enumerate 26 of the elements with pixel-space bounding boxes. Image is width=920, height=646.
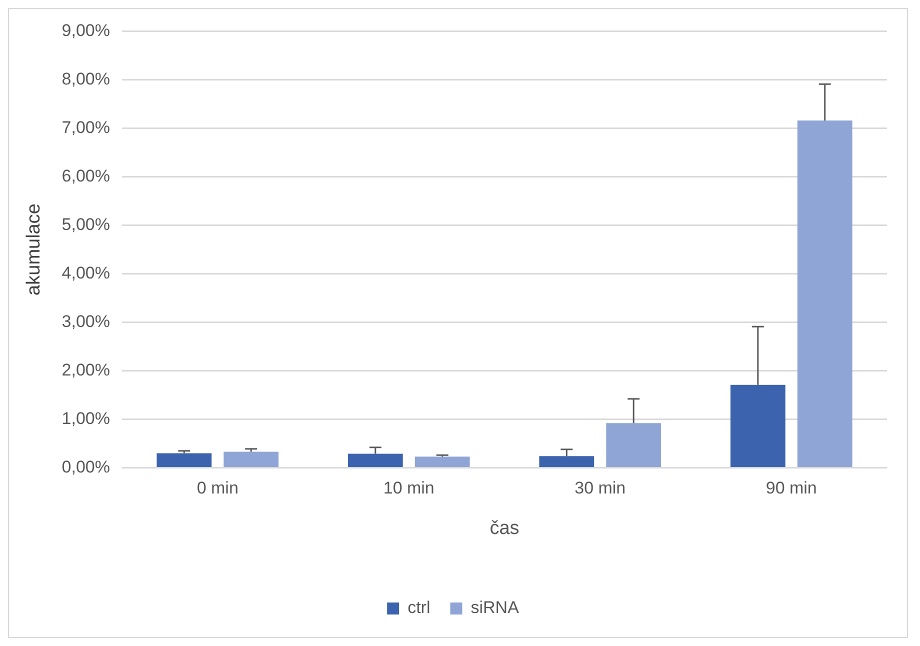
bar (348, 454, 403, 468)
x-tick-label: 30 min (574, 478, 626, 498)
y-tick-label: 3,00% (62, 312, 110, 331)
legend-label: siRNA (470, 598, 520, 618)
y-tick-label: 2,00% (62, 360, 110, 380)
legend-label: ctrl (408, 598, 430, 618)
y-tick-label: 1,00% (62, 408, 110, 428)
y-tick-label: 9,00% (62, 20, 110, 40)
bar (224, 452, 279, 468)
bar (156, 453, 212, 468)
bar (414, 456, 470, 468)
y-tick-label: 6,00% (62, 166, 110, 186)
bar (606, 423, 662, 468)
bar (730, 384, 786, 468)
y-tick-label: 4,00% (62, 263, 110, 282)
bar (797, 120, 852, 468)
y-tick-label: 7,00% (62, 118, 110, 137)
bar (539, 456, 594, 468)
x-tick-label: 10 min (383, 478, 434, 498)
y-axis-title: akumulace (24, 204, 45, 296)
x-axis-title: čas (490, 518, 520, 539)
x-tick-label: 0 min (196, 478, 238, 498)
y-tick-label: 0,00% (62, 457, 110, 476)
x-tick-label: 90 min (766, 478, 817, 498)
y-tick-label: 8,00% (62, 69, 110, 88)
y-tick-label: 5,00% (62, 214, 110, 234)
